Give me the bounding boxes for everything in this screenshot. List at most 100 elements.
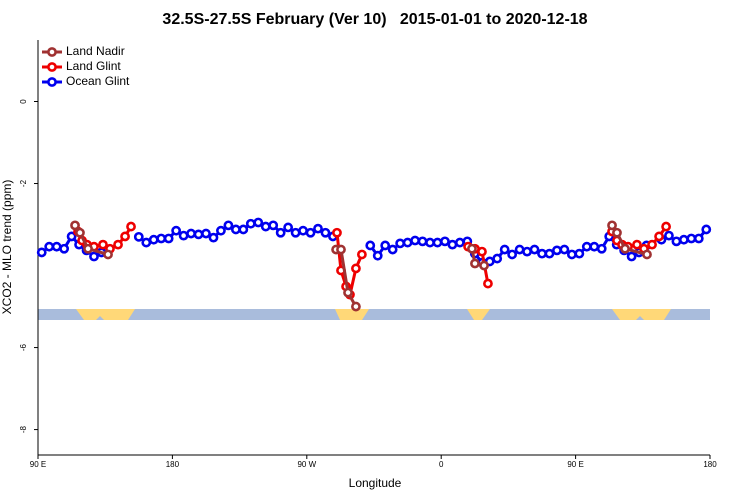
data-point xyxy=(470,258,480,269)
data-point xyxy=(320,227,331,238)
legend-label: Ocean Glint xyxy=(66,74,130,88)
data-point xyxy=(402,237,413,248)
data-point xyxy=(332,227,342,238)
series-line xyxy=(73,224,648,308)
x-tick-label: 90 W xyxy=(297,460,316,469)
land-patch xyxy=(467,309,490,320)
data-point xyxy=(479,260,489,271)
x-tick-label: 180 xyxy=(166,460,180,469)
data-point xyxy=(492,253,503,264)
data-point xyxy=(477,246,487,257)
data-point xyxy=(59,243,70,254)
land-patch xyxy=(612,309,671,320)
x-tick-label: 90 E xyxy=(567,460,583,469)
data-point xyxy=(596,243,607,254)
data-point xyxy=(581,241,592,252)
land-patch xyxy=(76,309,135,320)
data-point xyxy=(313,223,323,234)
data-point xyxy=(454,237,465,248)
legend-marker xyxy=(47,62,57,72)
data-point xyxy=(387,244,398,255)
data-point xyxy=(365,240,376,251)
data-point xyxy=(305,227,316,238)
data-point xyxy=(537,248,547,259)
data-point xyxy=(417,236,428,247)
data-point xyxy=(671,236,682,247)
data-point xyxy=(290,227,301,238)
data-point xyxy=(642,249,652,260)
data-point xyxy=(351,263,361,274)
data-point xyxy=(661,221,671,232)
data-point xyxy=(148,234,159,245)
data-point xyxy=(522,246,532,257)
data-point xyxy=(245,218,256,229)
legend-label: Land Glint xyxy=(66,59,121,73)
data-point xyxy=(380,240,391,251)
data-point xyxy=(566,249,577,260)
data-point xyxy=(343,287,353,298)
data-point xyxy=(98,239,108,250)
data-point xyxy=(260,221,271,232)
data-point xyxy=(410,235,420,246)
data-point xyxy=(83,243,93,254)
data-point xyxy=(544,248,555,259)
land-patch xyxy=(335,309,369,320)
data-point xyxy=(589,241,600,252)
data-point xyxy=(283,222,294,233)
data-point xyxy=(447,239,458,250)
x-tick-label: 180 xyxy=(703,460,717,469)
data-point xyxy=(141,237,152,248)
data-point xyxy=(372,250,383,261)
data-point xyxy=(552,245,562,256)
data-point xyxy=(268,220,279,231)
data-point xyxy=(163,233,174,244)
legend-marker xyxy=(47,77,57,87)
data-point xyxy=(89,251,99,262)
land-ocean-strip xyxy=(38,309,710,320)
data-point xyxy=(432,237,443,248)
data-point xyxy=(701,224,712,235)
data-point xyxy=(620,243,630,254)
data-point xyxy=(529,244,540,255)
data-point xyxy=(44,241,55,252)
data-point xyxy=(36,247,47,258)
data-point xyxy=(607,220,617,231)
data-point xyxy=(507,249,518,260)
data-point xyxy=(654,231,664,242)
data-point xyxy=(238,224,249,235)
x-tick-label: 90 E xyxy=(30,460,46,469)
legend-marker xyxy=(47,47,57,57)
data-point xyxy=(51,241,62,252)
data-point xyxy=(693,233,704,244)
data-point xyxy=(351,301,361,312)
data-point xyxy=(425,237,435,248)
data-point xyxy=(467,243,477,254)
legend-label: Land Nadir xyxy=(66,44,125,58)
data-point xyxy=(66,231,77,242)
data-point xyxy=(186,228,196,239)
data-point xyxy=(253,217,264,228)
data-point xyxy=(171,225,182,236)
data-point xyxy=(223,220,234,231)
data-point xyxy=(499,244,510,255)
data-point xyxy=(678,234,689,245)
data-point xyxy=(440,236,450,247)
data-point xyxy=(103,249,113,260)
plot-area xyxy=(36,217,712,312)
data-point xyxy=(395,238,406,249)
y-axis-label: XCO2 - MLO trend (ppm) xyxy=(0,180,14,315)
data-point xyxy=(298,225,308,236)
data-point xyxy=(201,228,211,239)
y-tick-label: -2 xyxy=(19,179,28,187)
data-point xyxy=(133,231,144,242)
data-point xyxy=(216,225,226,236)
data-point xyxy=(647,239,657,250)
data-point xyxy=(686,233,697,244)
data-point xyxy=(230,224,241,235)
data-point xyxy=(336,244,346,255)
data-point xyxy=(126,221,136,232)
data-point xyxy=(178,230,189,241)
data-point xyxy=(275,227,286,238)
